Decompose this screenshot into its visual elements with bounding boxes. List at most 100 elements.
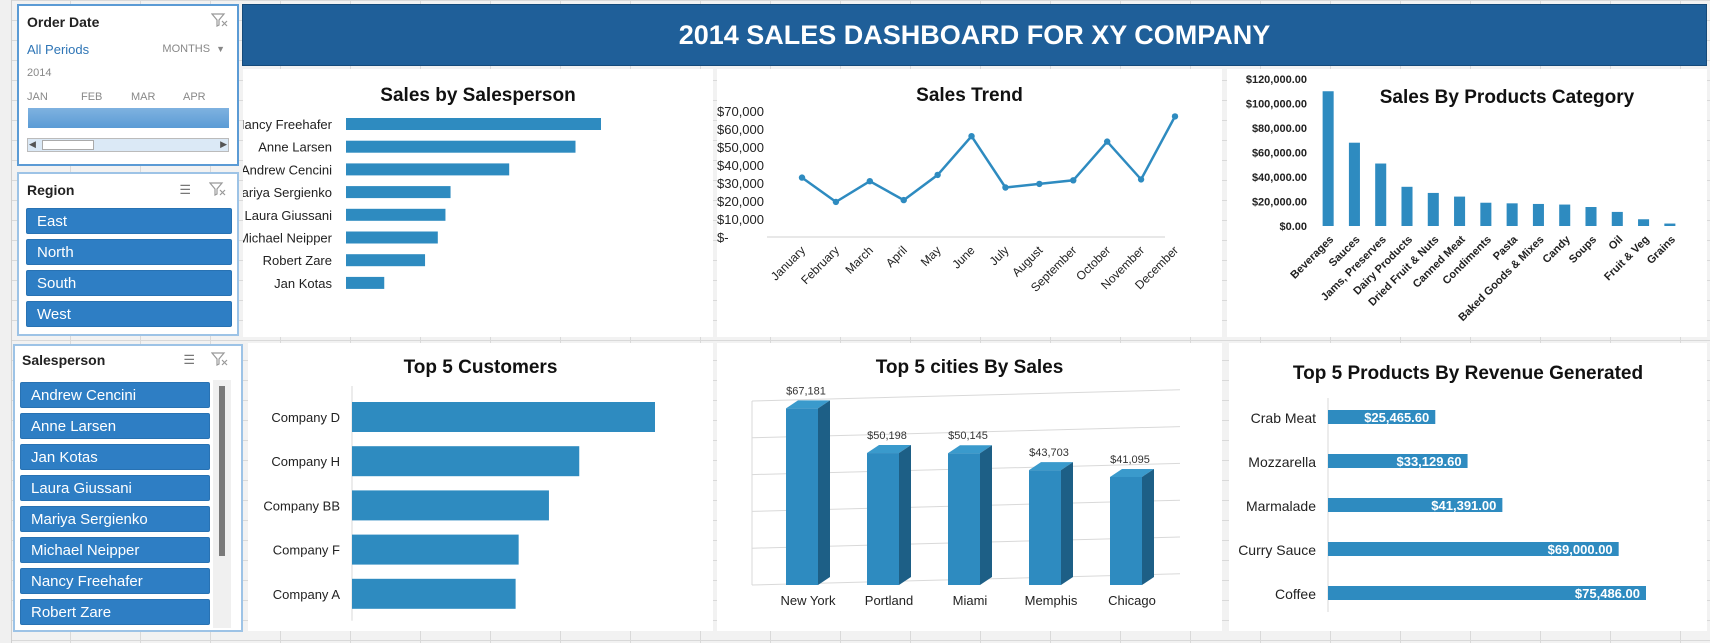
category-label: Robert Zare [263, 253, 332, 268]
data-point [1002, 184, 1009, 191]
bar-top [1110, 468, 1154, 477]
category-label: Michael Neipper [243, 231, 333, 246]
top-customers-chart: Company D Company H Company BB Company F Com… [263, 386, 655, 621]
clear-filter-icon[interactable] [210, 351, 229, 372]
data-point [1171, 113, 1179, 120]
data-point [832, 198, 840, 206]
x-tick-label: Soups [1567, 234, 1599, 266]
category-label: Company BB [263, 498, 340, 513]
bar [1322, 91, 1334, 226]
bar [1638, 219, 1650, 226]
category-label: Coffee [1275, 586, 1316, 602]
category-label: Jan Kotas [274, 276, 332, 291]
bar [1328, 454, 1468, 468]
data-point [1103, 138, 1111, 145]
chevron-down-icon: ▼ [216, 44, 225, 54]
category-label: Company D [271, 410, 340, 425]
salesperson-slicer[interactable]: Salesperson ☰ Andrew Cencini Anne Larsen… [13, 344, 243, 632]
top-cities-panel: Top 5 cities By Sales $67,181 New York $50… [717, 343, 1222, 631]
salesperson-item[interactable]: Mariya Sergienko [20, 506, 210, 532]
chart-title: Top 5 Customers [403, 357, 558, 378]
y-tick-label: $40,000 [717, 158, 764, 173]
multi-select-icon[interactable]: ☰ [183, 352, 195, 367]
y-tick-label: $60,000.00 [1252, 148, 1307, 160]
salesperson-item[interactable]: Laura Giussani [20, 475, 210, 501]
category-label: Company F [273, 543, 340, 558]
y-tick-label: $100,000.00 [1246, 99, 1307, 111]
chart-title: Top 5 Products By Revenue Generated [1292, 363, 1644, 384]
slicer-scrollbar[interactable] [213, 380, 231, 628]
period-label[interactable]: All Periods [27, 42, 90, 57]
series-line [801, 115, 1177, 204]
data-label: $75,486.00 [1575, 586, 1640, 601]
bar [1328, 542, 1619, 556]
x-tick-label: March [842, 243, 875, 276]
dashboard-title: 2014 SALES DASHBOARD FOR XY COMPANY [242, 4, 1707, 66]
month-label: FEB [81, 91, 103, 103]
data-label: $50,198 [867, 430, 907, 442]
bar-side [899, 445, 911, 585]
category-label: Andrew Cencini [243, 162, 332, 177]
chart-title: Sales By Products Category [1379, 87, 1635, 108]
data-label: $33,129.60 [1396, 454, 1461, 469]
salesperson-item[interactable]: Robert Zare [20, 599, 210, 625]
bar [1348, 142, 1360, 226]
region-south-button[interactable]: South [26, 270, 232, 296]
scroll-left-icon[interactable]: ◀ [29, 139, 36, 149]
clear-filter-icon[interactable] [210, 12, 229, 28]
y-tick-label: $50,000 [717, 140, 764, 155]
data-point [798, 174, 806, 181]
month-label: MAR [131, 91, 156, 103]
sales-by-category-chart: $120,000.00 $100,000.00 $80,000.00 $60,000.… [1246, 74, 1678, 324]
timeline-scrollbar[interactable]: ◀ ▶ [27, 138, 229, 152]
timeline-bar[interactable] [27, 108, 229, 128]
salesperson-item[interactable]: Nancy Freehafer [20, 568, 210, 594]
bar [1427, 192, 1439, 226]
y-tick-label: $70,000 [717, 104, 764, 119]
salesperson-item[interactable]: Jan Kotas [20, 444, 210, 470]
bar [1611, 211, 1623, 226]
granularity-label: MONTHS [162, 43, 211, 55]
y-tick-label: $- [717, 230, 729, 245]
bar [1375, 163, 1387, 226]
top-products-chart: Crab Meat $25,465.60 Mozzarella $33,129.60 M… [1238, 398, 1646, 612]
category-label: Mozzarella [1248, 454, 1316, 470]
x-tick-label: New York [781, 593, 836, 608]
bar-top [948, 445, 992, 454]
bar [1480, 202, 1492, 226]
salesperson-item[interactable]: Michael Neipper [20, 537, 210, 563]
multi-select-icon[interactable]: ☰ [179, 182, 191, 197]
region-west-button[interactable]: West [26, 301, 232, 327]
bar-side [1061, 462, 1073, 585]
salesperson-item[interactable]: Anne Larsen [20, 413, 210, 439]
scroll-right-icon[interactable]: ▶ [220, 139, 227, 149]
bar [1506, 203, 1518, 226]
order-date-slicer[interactable]: Order Date All Periods MONTHS ▼ 2014 JAN… [17, 4, 239, 166]
bar [1328, 410, 1436, 424]
bar [352, 490, 549, 521]
top-products-panel: Top 5 Products By Revenue Generated Crab… [1229, 343, 1707, 631]
slicer-scroll-thumb[interactable] [219, 386, 225, 556]
category-label: Curry Sauce [1238, 542, 1316, 558]
bar [1029, 470, 1061, 585]
bar [948, 453, 980, 585]
category-label: Laura Giussani [245, 208, 333, 223]
sales-trend-panel: Sales Trend $70,000 $60,000 $50,000 $40,000… [717, 69, 1222, 337]
x-tick-label: Chicago [1108, 593, 1156, 608]
region-east-button[interactable]: East [26, 208, 232, 234]
bar [1110, 476, 1142, 585]
region-north-button[interactable]: North [26, 239, 232, 265]
data-label: $43,703 [1029, 447, 1069, 459]
bar [346, 276, 385, 289]
region-slicer[interactable]: Region ☰ East North South West [17, 172, 239, 336]
y-tick-label: $20,000 [717, 194, 764, 209]
category-label: Anne Larsen [258, 140, 332, 155]
clear-filter-icon[interactable] [208, 181, 227, 202]
scroll-thumb[interactable] [42, 140, 94, 150]
data-point [866, 178, 874, 185]
y-tick-label: $20,000.00 [1252, 197, 1307, 209]
granularity-dropdown[interactable]: MONTHS ▼ [162, 43, 225, 55]
salesperson-item[interactable]: Andrew Cencini [20, 382, 210, 408]
bar-top [1029, 462, 1073, 471]
